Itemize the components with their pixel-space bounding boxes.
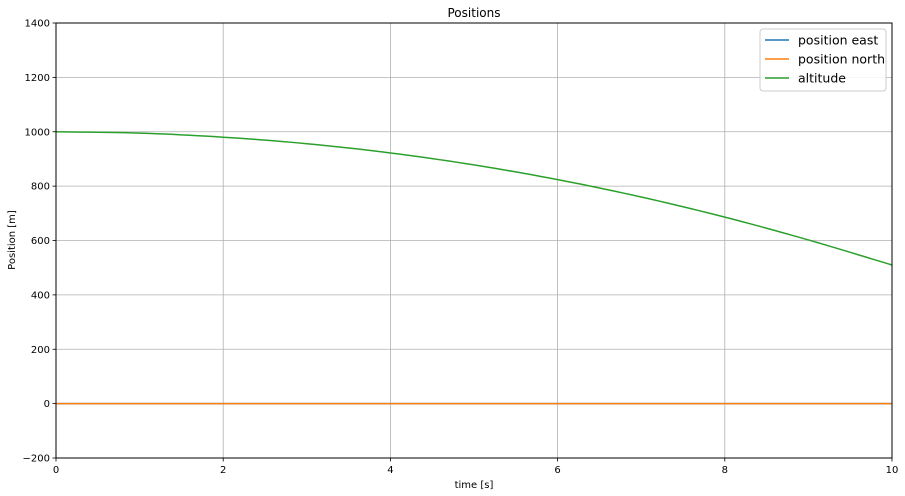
legend: position east position north altitude — [759, 28, 887, 92]
x-tick-label: 4 — [387, 465, 393, 476]
x-tick-label: 2 — [220, 465, 226, 476]
y-tick-label: 600 — [31, 236, 50, 247]
x-tick-label: 6 — [554, 465, 560, 476]
legend-box — [759, 28, 887, 92]
legend-label: altitude — [798, 71, 846, 86]
chart-title: Positions — [448, 6, 501, 20]
y-tick-label: 800 — [31, 182, 50, 193]
legend-label: position east — [798, 33, 878, 48]
y-axis-ticks: −200 0 200 400 600 800 1000 1200 1400 — [23, 19, 56, 465]
x-tick-label: 0 — [53, 465, 59, 476]
plot-area — [55, 22, 893, 459]
y-tick-label: 1000 — [25, 127, 50, 138]
y-tick-label: 1200 — [25, 73, 50, 84]
y-tick-label: 400 — [31, 290, 50, 301]
series-line-altitude — [55, 131, 893, 266]
x-axis-ticks: 0 2 4 6 8 10 — [53, 458, 899, 476]
y-tick-label: 1400 — [25, 19, 50, 30]
x-tick-label: 8 — [722, 465, 728, 476]
series-lines — [55, 131, 893, 405]
legend-label: position north — [798, 52, 885, 67]
y-axis-label: Position [m] — [7, 210, 18, 270]
y-tick-label: 200 — [31, 345, 50, 356]
x-tick-label: 10 — [886, 465, 899, 476]
y-tick-label: −200 — [23, 454, 50, 465]
y-tick-label: 0 — [44, 399, 50, 410]
x-axis-label: time [s] — [455, 480, 494, 491]
